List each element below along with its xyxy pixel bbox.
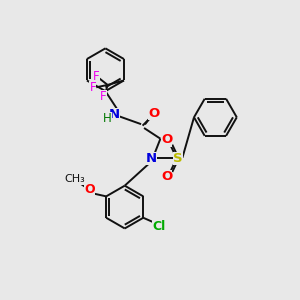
Text: F: F — [89, 81, 96, 94]
Text: O: O — [161, 170, 172, 183]
Text: S: S — [173, 152, 183, 165]
Text: Cl: Cl — [152, 220, 165, 232]
Text: O: O — [148, 106, 160, 120]
Text: N: N — [146, 152, 157, 165]
Text: N: N — [109, 108, 120, 122]
Text: F: F — [100, 90, 106, 103]
Text: O: O — [161, 134, 172, 146]
Text: CH₃: CH₃ — [64, 174, 86, 184]
Text: O: O — [84, 183, 94, 196]
Text: H: H — [103, 112, 112, 125]
Text: F: F — [93, 70, 100, 83]
